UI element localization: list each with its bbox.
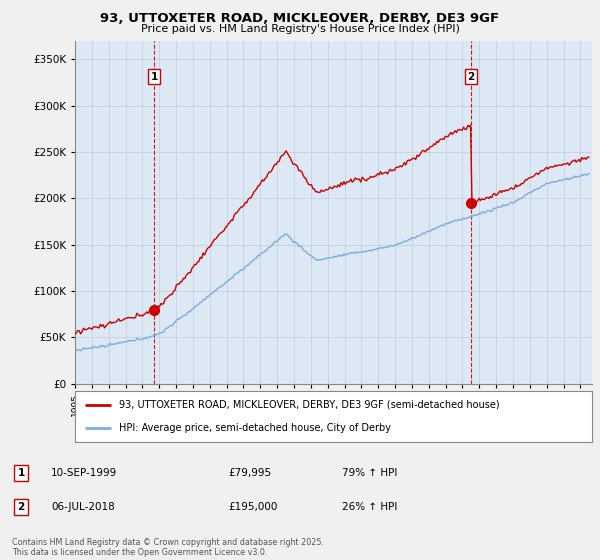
Text: 2: 2 [467, 72, 475, 82]
Text: 06-JUL-2018: 06-JUL-2018 [51, 502, 115, 512]
Text: 1: 1 [17, 468, 25, 478]
Text: 93, UTTOXETER ROAD, MICKLEOVER, DERBY, DE3 9GF: 93, UTTOXETER ROAD, MICKLEOVER, DERBY, D… [100, 12, 500, 25]
Text: 79% ↑ HPI: 79% ↑ HPI [342, 468, 397, 478]
Text: 10-SEP-1999: 10-SEP-1999 [51, 468, 117, 478]
Text: 1: 1 [151, 72, 158, 82]
Text: £195,000: £195,000 [228, 502, 277, 512]
Text: 2: 2 [17, 502, 25, 512]
Text: Price paid vs. HM Land Registry's House Price Index (HPI): Price paid vs. HM Land Registry's House … [140, 24, 460, 34]
Text: HPI: Average price, semi-detached house, City of Derby: HPI: Average price, semi-detached house,… [119, 423, 391, 433]
Text: £79,995: £79,995 [228, 468, 271, 478]
Text: 93, UTTOXETER ROAD, MICKLEOVER, DERBY, DE3 9GF (semi-detached house): 93, UTTOXETER ROAD, MICKLEOVER, DERBY, D… [119, 400, 500, 410]
Text: 26% ↑ HPI: 26% ↑ HPI [342, 502, 397, 512]
Text: Contains HM Land Registry data © Crown copyright and database right 2025.
This d: Contains HM Land Registry data © Crown c… [12, 538, 324, 557]
